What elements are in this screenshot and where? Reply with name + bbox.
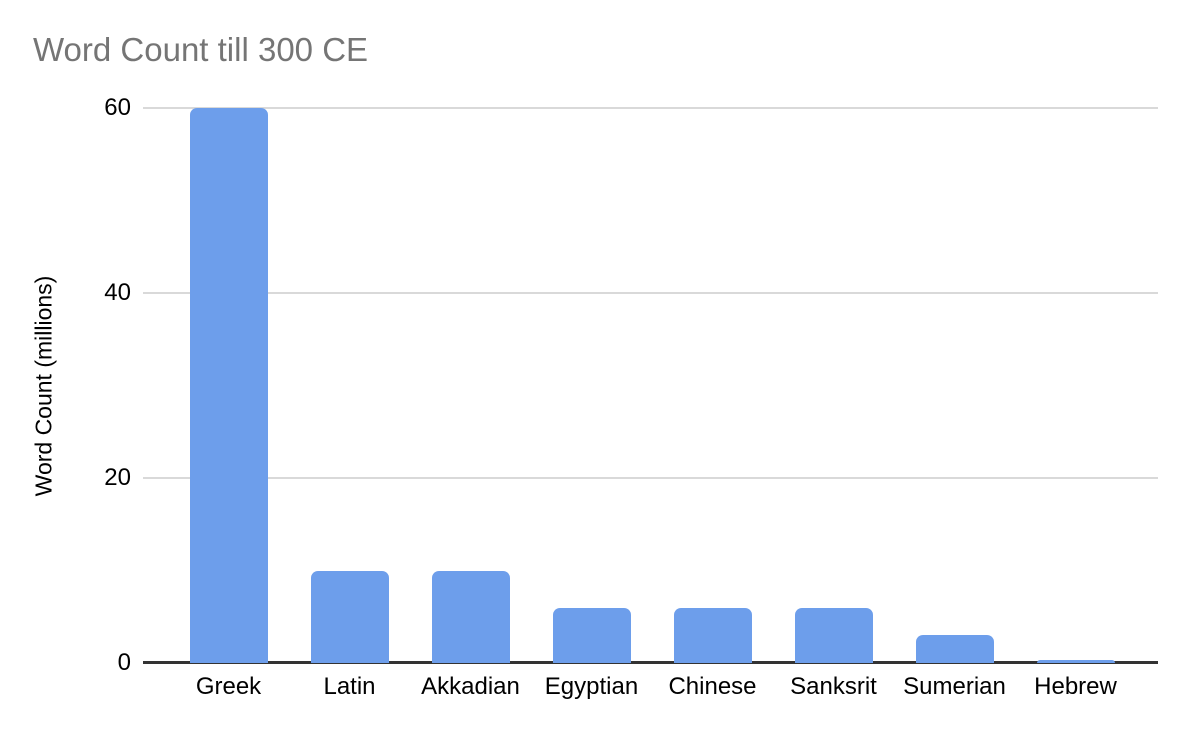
y-axis-title: Word Count (millions): [30, 275, 57, 497]
bar-egyptian: [552, 607, 631, 663]
x-tick-label-sumerian: Sumerian: [903, 673, 1006, 700]
bar-band: [894, 108, 1015, 663]
bar-band: [1015, 108, 1136, 663]
bar-hebrew: [1036, 660, 1115, 663]
x-tick-label-greek: Greek: [195, 673, 262, 700]
x-tick-label-egyptian: Egyptian: [544, 673, 639, 700]
chart-title: Word Count till 300 CE: [33, 31, 369, 68]
x-tick-label-latin: Latin: [323, 673, 376, 700]
x-axis-baseline: [143, 661, 1158, 664]
y-tick-label: 0: [117, 649, 131, 676]
bar-chinese: [673, 607, 752, 663]
x-axis-tick-labels: Greek Latin Akkadian Egyptian Chinese Sanksri…: [168, 672, 1136, 702]
y-tick-label: 20: [104, 464, 131, 491]
bar-sanksrit: [794, 607, 873, 663]
bar-sumerian: [915, 635, 994, 663]
x-tick-label-chinese: Chinese: [668, 673, 757, 700]
bar-band: [773, 108, 894, 663]
x-tick-label-hebrew: Hebrew: [1034, 673, 1117, 700]
bar-band: [289, 108, 410, 663]
y-tick-label: 40: [104, 279, 131, 306]
bar-band: [531, 108, 652, 663]
y-tick-label: 60: [104, 94, 131, 121]
x-tick-label-sanksrit: Sanksrit: [790, 673, 877, 700]
bar-band: [652, 108, 773, 663]
bar-band: [410, 108, 531, 663]
plot-area: [143, 107, 1158, 664]
bar-akkadian: [431, 570, 510, 663]
x-tick-label-akkadian: Akkadian: [421, 673, 520, 700]
bars-row: [168, 108, 1136, 663]
gridline: [143, 477, 1158, 480]
bar-band: [168, 108, 289, 663]
gridline: [143, 292, 1158, 295]
bar-greek: [189, 108, 268, 663]
gridline: [143, 107, 1158, 109]
bar-latin: [310, 570, 389, 663]
